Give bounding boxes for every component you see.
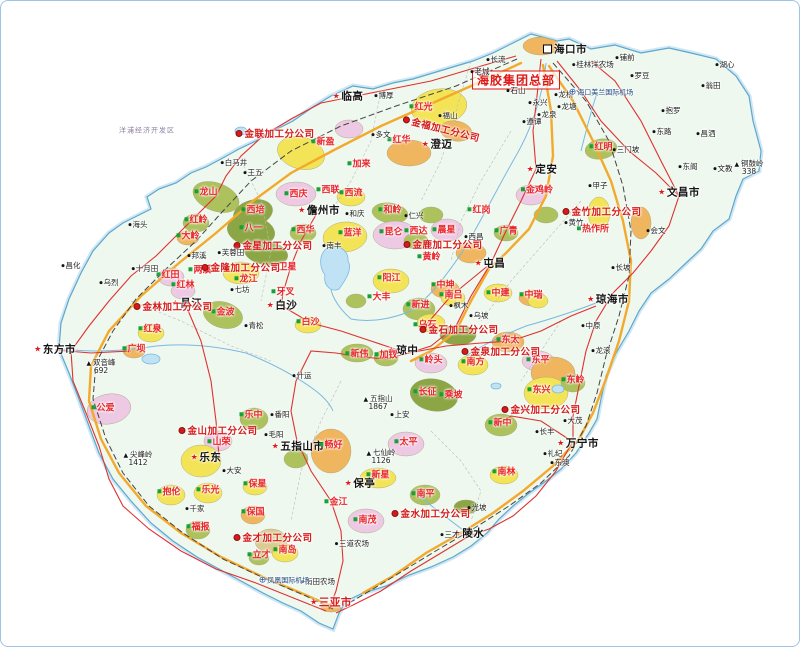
lakes bbox=[141, 126, 565, 394]
rivers bbox=[62, 62, 602, 537]
farm-patches bbox=[86, 36, 652, 613]
hq-label: 海胶集团总部 bbox=[471, 70, 561, 90]
county-boundaries bbox=[130, 60, 582, 522]
roads bbox=[54, 55, 680, 614]
island-shape bbox=[56, 31, 764, 633]
railways bbox=[92, 58, 632, 610]
